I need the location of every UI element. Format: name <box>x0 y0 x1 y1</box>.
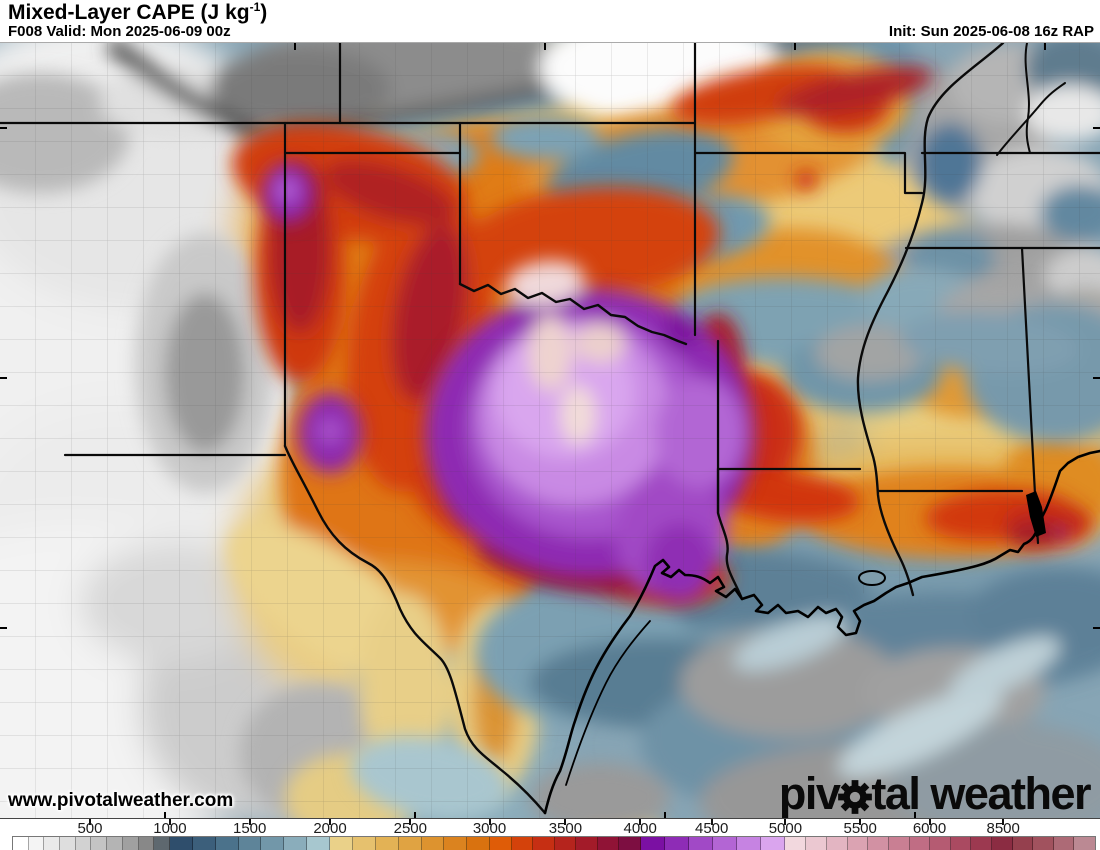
colorbar-segment <box>375 837 399 850</box>
colorbar-segment <box>785 837 807 850</box>
colorbar-segment <box>640 837 665 850</box>
colorbar-tick-label: 1500 <box>233 820 267 837</box>
colorbar-segment <box>688 837 713 850</box>
colorbar-tick <box>409 819 412 825</box>
coastline <box>543 449 1100 815</box>
colorbar-segment <box>13 837 29 850</box>
colorbar-tick-label: 5500 <box>843 820 877 837</box>
colorbar-segment <box>761 837 786 850</box>
colorbar-segment <box>154 837 170 850</box>
colorbar-tick-label: 4000 <box>623 820 657 837</box>
cape-map <box>0 43 1100 818</box>
colorbar-segment <box>169 837 193 850</box>
colorbar-tick-label: 8500 <box>986 820 1020 837</box>
colorbar-tick <box>488 819 491 825</box>
colorbar-tick <box>248 819 251 825</box>
colorbar-tick-label: 1000 <box>153 820 187 837</box>
colorbar-tick-label: 500 <box>77 820 103 837</box>
colorbar-segment <box>576 837 598 850</box>
colorbar-tick <box>639 819 642 825</box>
colorbar-segment <box>1012 837 1034 850</box>
colorbar-segment <box>971 837 993 850</box>
colorbar-segment <box>511 837 534 850</box>
river-borders <box>283 43 1066 815</box>
map-canvas: www.pivotalweather.com piv <box>0 42 1100 818</box>
colorbar-tick <box>168 819 171 825</box>
colorbar-segment <box>533 837 555 850</box>
colorbar-segment <box>847 837 869 850</box>
colorbar-tick-label: 3500 <box>548 820 583 837</box>
colorbar-segment <box>307 837 330 850</box>
colorbar-segment <box>122 837 139 850</box>
header: Mixed-Layer CAPE (J kg-1) F008 Valid: Mo… <box>0 0 1100 42</box>
page-title: Mixed-Layer CAPE (J kg-1) <box>8 0 268 24</box>
colorbar-segment <box>44 837 61 850</box>
forecast-valid-time: F008 Valid: Mon 2025-06-09 00z <box>8 23 231 40</box>
colorbar-tick <box>88 819 91 825</box>
colorbar-tick-label: 2500 <box>393 820 427 837</box>
colorbar-segment <box>712 837 738 850</box>
colorbar-segment <box>60 837 76 850</box>
colorbar-segment <box>107 837 123 850</box>
colorbar-tick-label: 5000 <box>768 820 803 837</box>
colorbar-segment <box>138 837 155 850</box>
colorbar-segment <box>1033 837 1054 850</box>
colorbar-segment <box>28 837 45 850</box>
colorbar-segment <box>909 837 931 850</box>
colorbar-segment <box>737 837 762 850</box>
colorbar-segment <box>826 837 848 850</box>
lake-pontchartrain <box>858 570 886 586</box>
colorbar-segment <box>619 837 641 850</box>
colorbar: 500 1000 1500 2000 2500 3000 3500 4000 4500 5000 5… <box>0 818 1100 850</box>
colorbar-tick <box>784 819 787 825</box>
state-borders <box>0 43 1100 545</box>
colorbar-segment <box>192 837 216 850</box>
colorbar-segment <box>664 837 689 850</box>
colorbar-segment <box>868 837 889 850</box>
colorbar-segment <box>352 837 376 850</box>
watermark-url: www.pivotalweather.com <box>8 790 234 811</box>
colorbar-scale <box>12 836 1096 850</box>
colorbar-segment <box>930 837 951 850</box>
colorbar-segment <box>467 837 491 850</box>
colorbar-tick <box>1002 819 1005 825</box>
colorbar-segment <box>490 837 512 850</box>
logo-text-right: tal weather <box>871 768 1091 818</box>
colorbar-segment <box>950 837 972 850</box>
colorbar-segment <box>330 837 353 850</box>
colorbar-tick-label: 6000 <box>912 820 947 837</box>
colorbar-tick <box>859 819 862 825</box>
colorbar-segment <box>91 837 108 850</box>
pivotal-weather-logo: piv tal weathe <box>778 768 1092 818</box>
colorbar-segment <box>1053 837 1075 850</box>
colorbar-segment <box>75 837 92 850</box>
colorbar-segment <box>421 837 445 850</box>
colorbar-tick-label: 4500 <box>695 820 729 837</box>
colorbar-segment <box>215 837 239 850</box>
colorbar-tick-label: 3000 <box>472 820 507 837</box>
colorbar-tick <box>329 819 331 825</box>
colorbar-segment <box>238 837 262 850</box>
colorbar-segment <box>444 837 468 850</box>
colorbar-segment <box>261 837 285 850</box>
title-exponent: -1 <box>249 0 261 14</box>
colorbar-segment <box>398 837 422 850</box>
colorbar-segment <box>992 837 1013 850</box>
colorbar-segment <box>1074 837 1095 850</box>
colorbar-segment <box>554 837 577 850</box>
mobile-bay <box>1026 491 1046 537</box>
colorbar-segment <box>888 837 910 850</box>
colorbar-tick <box>564 819 567 825</box>
colorbar-tick-label: 2000 <box>313 820 347 837</box>
colorbar-segment <box>806 837 827 850</box>
map-edge-ticks <box>0 43 1100 818</box>
colorbar-segment <box>597 837 620 850</box>
logo-text-left: piv <box>778 768 841 818</box>
colorbar-tick <box>928 819 931 825</box>
colorbar-tick <box>710 819 713 825</box>
model-init-time: Init: Sun 2025-06-08 16z RAP <box>888 23 1094 40</box>
colorbar-segment <box>284 837 308 850</box>
gear-icon <box>838 779 873 814</box>
